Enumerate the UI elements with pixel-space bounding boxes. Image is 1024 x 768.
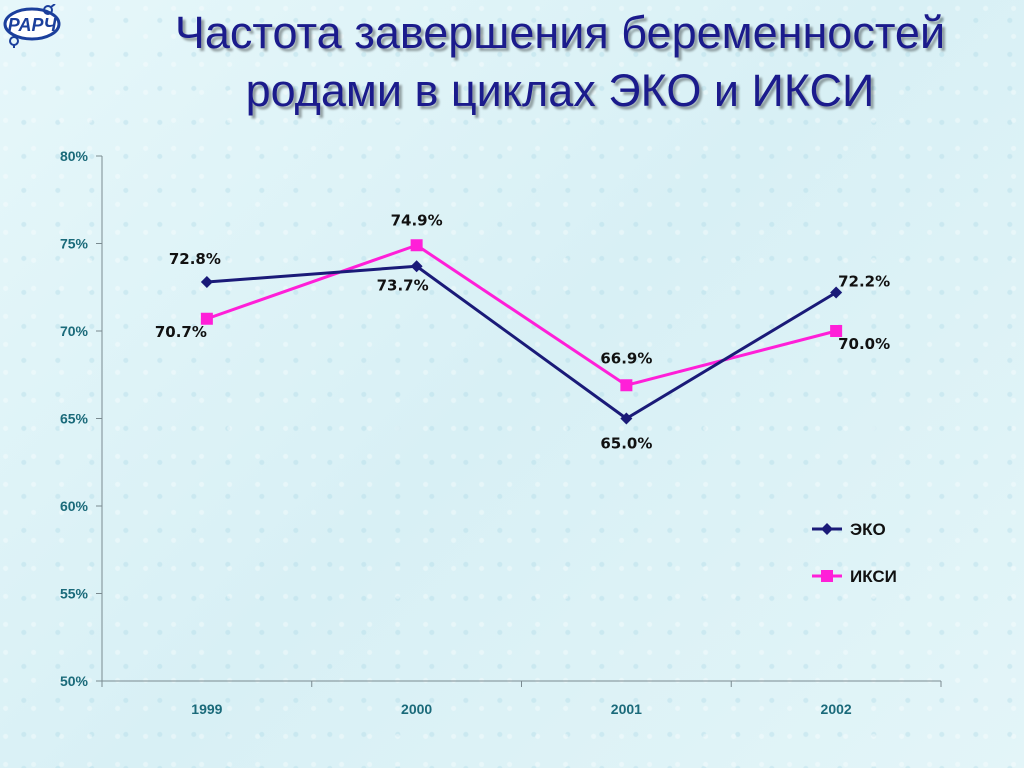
- series-line-eko: [206, 264, 837, 420]
- x-tick-label: 2002: [821, 701, 852, 717]
- legend-marker-iksi: [821, 570, 833, 582]
- data-label-iksi: 66.9%: [600, 349, 652, 367]
- y-tick-label: 75%: [60, 236, 89, 252]
- legend-marker-eko: [821, 523, 833, 535]
- data-point-eko: [410, 260, 423, 273]
- data-label-iksi: 70.0%: [838, 335, 890, 353]
- y-tick-label: 55%: [60, 586, 89, 602]
- data-point-iksi: [200, 312, 213, 325]
- legend-label-eko: ЭКО: [850, 520, 886, 539]
- data-label-eko: 65.0%: [600, 435, 652, 453]
- data-point-eko: [830, 286, 843, 299]
- data-label-eko: 72.2%: [838, 273, 890, 291]
- data-point-iksi: [410, 239, 423, 252]
- title-line-2: родами в циклах ЭКО и ИКСИ: [245, 65, 875, 116]
- y-tick-label: 60%: [60, 498, 89, 514]
- data-point-iksi: [830, 325, 843, 337]
- data-point-eko: [200, 276, 213, 288]
- y-tick-label: 65%: [60, 411, 89, 427]
- data-label-eko: 73.7%: [377, 276, 429, 294]
- series-line-iksi: [206, 243, 837, 387]
- x-tick-label: 1999: [191, 701, 222, 717]
- data-point-iksi: [620, 379, 633, 392]
- x-tick-label: 2000: [401, 701, 432, 717]
- data-label-iksi: 70.7%: [155, 323, 207, 341]
- data-point-eko: [620, 412, 633, 425]
- y-tick-label: 50%: [60, 673, 89, 689]
- y-tick-label: 70%: [60, 323, 89, 339]
- data-label-iksi: 74.9%: [391, 211, 443, 229]
- x-tick-label: 2001: [611, 701, 642, 717]
- y-tick-label: 80%: [60, 148, 89, 164]
- logo-text: РАРЧ: [8, 15, 58, 35]
- rarch-logo: РАРЧ: [3, 4, 61, 48]
- title-line-1: Частота завершения беременностей: [174, 7, 946, 58]
- data-label-eko: 72.8%: [169, 250, 221, 268]
- slide-title: Частота завершения беременностей родами …: [60, 4, 1024, 120]
- legend-label-iksi: ИКСИ: [850, 567, 897, 586]
